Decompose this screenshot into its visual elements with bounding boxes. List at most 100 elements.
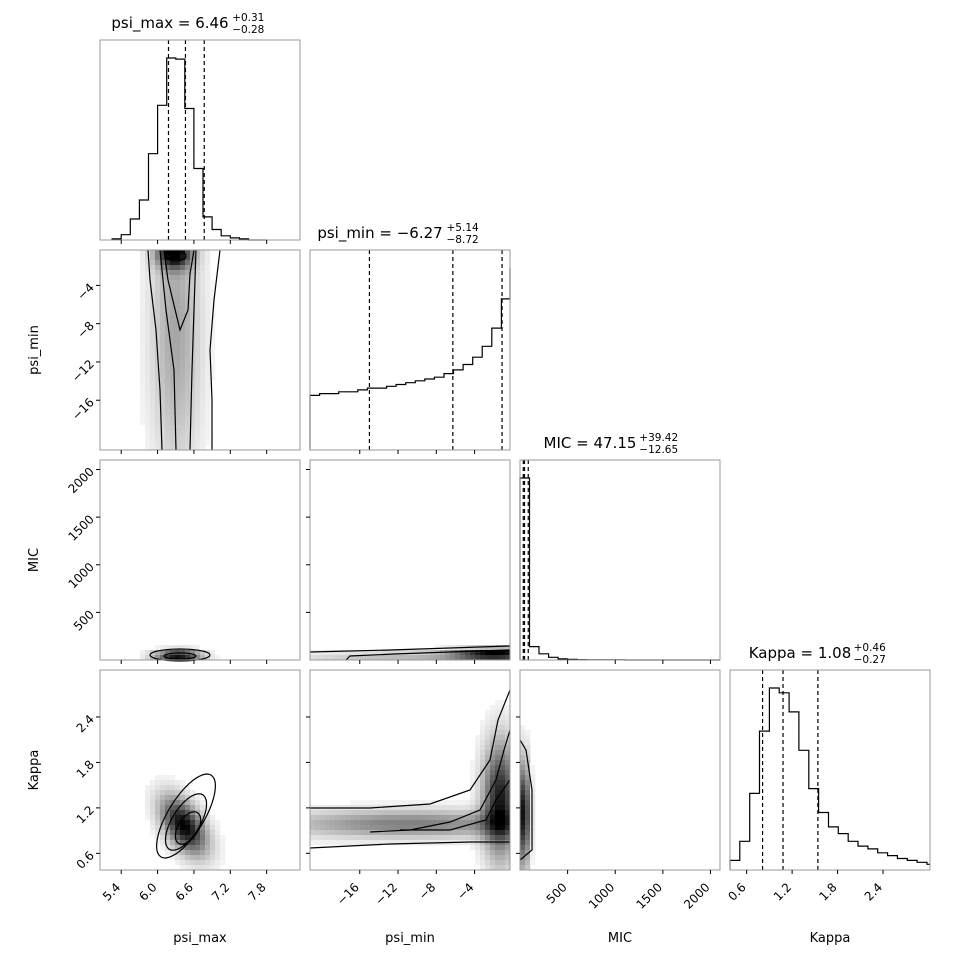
density-cell-psi_max-Kappa bbox=[185, 815, 191, 821]
density-cell-psi_min-Kappa bbox=[475, 850, 481, 856]
density-cell-psi_min-Kappa bbox=[475, 750, 481, 756]
density-cell-psi_min-Kappa bbox=[390, 825, 396, 831]
density-cell-psi_max-psi_min bbox=[205, 330, 211, 336]
density-cell-psi_min-Kappa bbox=[435, 835, 441, 841]
density-cell-psi_min-Kappa bbox=[455, 800, 461, 806]
density-cell-psi_min-Kappa bbox=[440, 810, 446, 816]
density-cell-psi_max-Kappa bbox=[175, 790, 181, 796]
density-cell-psi_min-Kappa bbox=[440, 805, 446, 811]
contour-outer-left bbox=[147, 249, 163, 451]
density-cell-psi_max-psi_min bbox=[165, 295, 171, 301]
density-cell-psi_max-psi_min bbox=[210, 340, 216, 346]
density-cell-MIC-Kappa bbox=[520, 800, 526, 806]
x-tick-label-Kappa: 1.8 bbox=[816, 880, 839, 903]
density-cell-psi_max-psi_min bbox=[165, 340, 171, 346]
density-cell-psi_max-psi_min bbox=[210, 300, 216, 306]
density-cell-psi_max-psi_min bbox=[180, 395, 186, 401]
density-cell-psi_max-psi_min bbox=[145, 270, 151, 276]
density-cell-psi_max-psi_min bbox=[185, 260, 191, 266]
density-cell-psi_max-psi_min bbox=[205, 380, 211, 386]
density-cell-psi_min-Kappa bbox=[455, 835, 461, 841]
density-cell-psi_min-Kappa bbox=[425, 835, 431, 841]
density-cell-psi_min-Kappa bbox=[330, 820, 336, 826]
density-cell-psi_max-psi_min bbox=[195, 320, 201, 326]
density-cell-psi_min-Kappa bbox=[470, 825, 476, 831]
density-cell-psi_max-Kappa bbox=[210, 820, 216, 826]
density-cell-psi_max-psi_min bbox=[175, 285, 181, 291]
density-cell-psi_min-MIC bbox=[320, 655, 326, 661]
density-cell-MIC-Kappa bbox=[520, 825, 526, 831]
density-cell-psi_min-Kappa bbox=[425, 815, 431, 821]
density-cell-psi_max-psi_min bbox=[150, 435, 156, 441]
contour-mic-psimin-mid bbox=[345, 649, 511, 661]
density-cell-psi_min-MIC bbox=[430, 655, 436, 661]
density-cell-psi_max-psi_min bbox=[140, 390, 146, 396]
density-cell-psi_max-Kappa bbox=[195, 835, 201, 841]
density-cell-psi_max-psi_min bbox=[145, 365, 151, 371]
density-cell-psi_max-psi_min bbox=[165, 305, 171, 311]
density-cell-psi_max-psi_min bbox=[195, 250, 201, 256]
density-cell-psi_max-psi_min bbox=[210, 370, 216, 376]
density-cell-psi_max-Kappa bbox=[195, 805, 201, 811]
density-cell-psi_min-MIC bbox=[325, 655, 331, 661]
density-cell-psi_min-Kappa bbox=[380, 825, 386, 831]
density-cell-psi_min-Kappa bbox=[485, 775, 491, 781]
density-cell-psi_max-psi_min bbox=[170, 255, 176, 261]
density-cell-psi_min-Kappa bbox=[440, 800, 446, 806]
density-cell-MIC-Kappa bbox=[525, 835, 531, 841]
density-cell-psi_max-MIC bbox=[185, 645, 191, 651]
density-cell-psi_max-psi_min bbox=[200, 395, 206, 401]
density-cell-MIC-Kappa bbox=[530, 830, 536, 836]
density-cell-psi_max-psi_min bbox=[175, 420, 181, 426]
density-cell-psi_min-Kappa bbox=[410, 800, 416, 806]
density-cell-psi_max-Kappa bbox=[145, 785, 151, 791]
density-cell-psi_min-Kappa bbox=[490, 735, 496, 741]
density-cell-psi_max-psi_min bbox=[175, 430, 181, 436]
density-cell-MIC-Kappa bbox=[530, 835, 536, 841]
density-cell-psi_max-psi_min bbox=[165, 425, 171, 431]
density-cell-psi_min-Kappa bbox=[505, 710, 511, 716]
density-cell-psi_min-MIC bbox=[315, 650, 321, 656]
density-cell-psi_max-Kappa bbox=[185, 800, 191, 806]
density-cell-psi_max-psi_min bbox=[200, 390, 206, 396]
density-cell-psi_min-Kappa bbox=[420, 805, 426, 811]
density-cell-psi_max-psi_min bbox=[180, 265, 186, 271]
density-cell-psi_max-Kappa bbox=[150, 785, 156, 791]
density-cell-psi_max-Kappa bbox=[160, 830, 166, 836]
density-cell-psi_max-Kappa bbox=[160, 805, 166, 811]
density-cell-psi_max-psi_min bbox=[140, 270, 146, 276]
density-cell-psi_max-psi_min bbox=[185, 325, 191, 331]
density-cell-psi_max-Kappa bbox=[155, 800, 161, 806]
density-cell-psi_min-Kappa bbox=[495, 735, 501, 741]
density-cell-psi_min-MIC bbox=[425, 655, 431, 661]
density-cell-psi_max-psi_min bbox=[170, 395, 176, 401]
density-cell-psi_max-psi_min bbox=[175, 405, 181, 411]
density-cell-psi_min-MIC bbox=[470, 655, 476, 661]
density-cell-psi_max-psi_min bbox=[150, 250, 156, 256]
density-cell-psi_max-psi_min bbox=[185, 250, 191, 256]
density-cell-psi_max-Kappa bbox=[170, 795, 176, 801]
density-cell-psi_min-Kappa bbox=[490, 765, 496, 771]
density-cell-psi_min-Kappa bbox=[365, 835, 371, 841]
density-cell-MIC-Kappa bbox=[525, 775, 531, 781]
density-cell-psi_min-Kappa bbox=[470, 760, 476, 766]
density-cell-psi_max-MIC bbox=[180, 645, 186, 651]
density-cell-psi_min-Kappa bbox=[485, 810, 491, 816]
density-cell-psi_max-psi_min bbox=[150, 325, 156, 331]
density-cell-psi_min-Kappa bbox=[315, 840, 321, 846]
density-cell-psi_min-Kappa bbox=[380, 835, 386, 841]
density-cell-psi_max-Kappa bbox=[200, 805, 206, 811]
density-cell-psi_max-psi_min bbox=[200, 280, 206, 286]
density-cell-psi_min-Kappa bbox=[310, 830, 316, 836]
density-cell-psi_min-Kappa bbox=[445, 805, 451, 811]
density-cell-psi_min-Kappa bbox=[480, 795, 486, 801]
density-cell-psi_max-psi_min bbox=[165, 370, 171, 376]
density-cell-psi_max-psi_min bbox=[200, 340, 206, 346]
density-cell-psi_min-Kappa bbox=[420, 835, 426, 841]
density-cell-psi_min-Kappa bbox=[455, 810, 461, 816]
density-cell-psi_min-Kappa bbox=[480, 740, 486, 746]
density-cell-psi_max-psi_min bbox=[180, 440, 186, 446]
density-cell-psi_max-Kappa bbox=[155, 820, 161, 826]
density-cell-psi_max-psi_min bbox=[155, 380, 161, 386]
density-cell-psi_min-MIC bbox=[365, 650, 371, 656]
